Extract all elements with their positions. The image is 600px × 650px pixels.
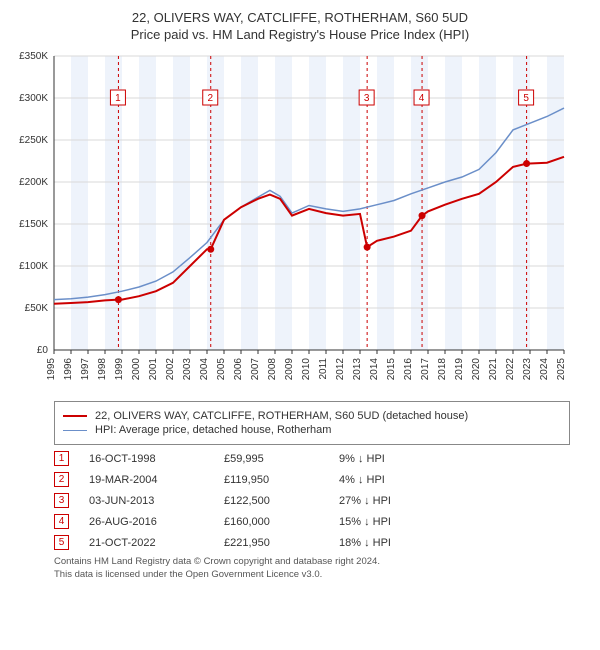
legend-label: HPI: Average price, detached house, Roth… (95, 424, 331, 436)
svg-text:2019: 2019 (454, 358, 465, 381)
svg-text:2016: 2016 (403, 358, 414, 381)
title-subtitle: Price paid vs. HM Land Registry's House … (10, 27, 590, 42)
sale-date: 16-OCT-1998 (89, 453, 224, 465)
svg-text:2: 2 (207, 93, 213, 104)
svg-text:2025: 2025 (556, 358, 567, 381)
svg-text:2011: 2011 (318, 358, 329, 380)
sale-marker: 4 (54, 514, 69, 529)
footer-attribution: Contains HM Land Registry data © Crown c… (54, 556, 570, 582)
svg-text:1998: 1998 (97, 358, 108, 381)
svg-text:2010: 2010 (301, 358, 312, 381)
svg-text:1995: 1995 (46, 358, 57, 381)
title-address: 22, OLIVERS WAY, CATCLIFFE, ROTHERHAM, S… (10, 10, 590, 25)
svg-text:1: 1 (115, 93, 121, 104)
svg-text:1996: 1996 (63, 358, 74, 381)
svg-text:2006: 2006 (233, 358, 244, 381)
svg-text:4: 4 (419, 93, 425, 104)
svg-text:2003: 2003 (182, 358, 193, 381)
legend-swatch (63, 430, 87, 431)
svg-text:2013: 2013 (352, 358, 363, 381)
sale-hpi-delta: 9% ↓ HPI (339, 453, 434, 465)
sale-price: £122,500 (224, 495, 339, 507)
legend-label: 22, OLIVERS WAY, CATCLIFFE, ROTHERHAM, S… (95, 410, 468, 422)
svg-text:£200K: £200K (19, 177, 48, 188)
svg-text:2007: 2007 (250, 358, 261, 381)
footer-line-2: This data is licensed under the Open Gov… (54, 569, 570, 582)
svg-text:2020: 2020 (471, 358, 482, 381)
svg-text:2021: 2021 (488, 358, 499, 381)
svg-text:£0: £0 (37, 345, 49, 356)
svg-text:5: 5 (523, 93, 529, 104)
svg-text:2005: 2005 (216, 358, 227, 381)
price-chart: £0 £50K £100K £150K £200K £250K £300K £350K 1995… (10, 50, 570, 390)
legend: 22, OLIVERS WAY, CATCLIFFE, ROTHERHAM, S… (54, 401, 570, 445)
sale-date: 03-JUN-2013 (89, 495, 224, 507)
sale-marker: 5 (54, 535, 69, 550)
svg-text:2009: 2009 (284, 358, 295, 381)
svg-text:2015: 2015 (386, 358, 397, 381)
svg-text:2012: 2012 (335, 358, 346, 381)
legend-row: HPI: Average price, detached house, Roth… (63, 424, 561, 436)
sale-price: £59,995 (224, 453, 339, 465)
svg-text:2024: 2024 (539, 358, 550, 381)
sale-marker: 2 (54, 472, 69, 487)
sale-date: 21-OCT-2022 (89, 537, 224, 549)
sale-price: £221,950 (224, 537, 339, 549)
svg-text:£350K: £350K (19, 51, 48, 62)
svg-text:3: 3 (364, 93, 370, 104)
legend-swatch (63, 415, 87, 417)
footer-line-1: Contains HM Land Registry data © Crown c… (54, 556, 570, 569)
sales-row: 4 26-AUG-2016£160,00015% ↓ HPI (54, 514, 570, 529)
sale-date: 19-MAR-2004 (89, 474, 224, 486)
sale-hpi-delta: 27% ↓ HPI (339, 495, 434, 507)
sales-row: 5 21-OCT-2022£221,95018% ↓ HPI (54, 535, 570, 550)
sale-hpi-delta: 15% ↓ HPI (339, 516, 434, 528)
svg-text:1999: 1999 (114, 358, 125, 381)
svg-text:£150K: £150K (19, 219, 48, 230)
svg-text:2018: 2018 (437, 358, 448, 381)
sales-table: 116-OCT-1998£59,9959% ↓ HPI219-MAR-2004£… (54, 451, 570, 550)
svg-text:2004: 2004 (199, 358, 210, 381)
sales-row: 2 19-MAR-2004£119,9504% ↓ HPI (54, 472, 570, 487)
sales-row: 3 03-JUN-2013£122,50027% ↓ HPI (54, 493, 570, 508)
svg-text:1997: 1997 (80, 358, 91, 381)
svg-text:2008: 2008 (267, 358, 278, 381)
sales-row: 1 16-OCT-1998£59,9959% ↓ HPI (54, 451, 570, 466)
svg-text:2017: 2017 (420, 358, 431, 381)
svg-text:£300K: £300K (19, 93, 48, 104)
svg-text:£50K: £50K (25, 303, 49, 314)
sale-date: 26-AUG-2016 (89, 516, 224, 528)
legend-row: 22, OLIVERS WAY, CATCLIFFE, ROTHERHAM, S… (63, 410, 561, 422)
svg-text:2002: 2002 (165, 358, 176, 381)
svg-text:2001: 2001 (148, 358, 159, 381)
svg-text:2014: 2014 (369, 358, 380, 381)
sale-hpi-delta: 18% ↓ HPI (339, 537, 434, 549)
sale-marker: 1 (54, 451, 69, 466)
svg-text:2000: 2000 (131, 358, 142, 381)
svg-text:2022: 2022 (505, 358, 516, 381)
sale-price: £160,000 (224, 516, 339, 528)
sale-hpi-delta: 4% ↓ HPI (339, 474, 434, 486)
svg-text:£250K: £250K (19, 135, 48, 146)
svg-text:£100K: £100K (19, 261, 48, 272)
sale-marker: 3 (54, 493, 69, 508)
svg-text:2023: 2023 (522, 358, 533, 381)
sale-price: £119,950 (224, 474, 339, 486)
chart-container: 22, OLIVERS WAY, CATCLIFFE, ROTHERHAM, S… (0, 0, 600, 592)
chart-area: £0 £50K £100K £150K £200K £250K £300K £350K 1995… (10, 50, 590, 395)
